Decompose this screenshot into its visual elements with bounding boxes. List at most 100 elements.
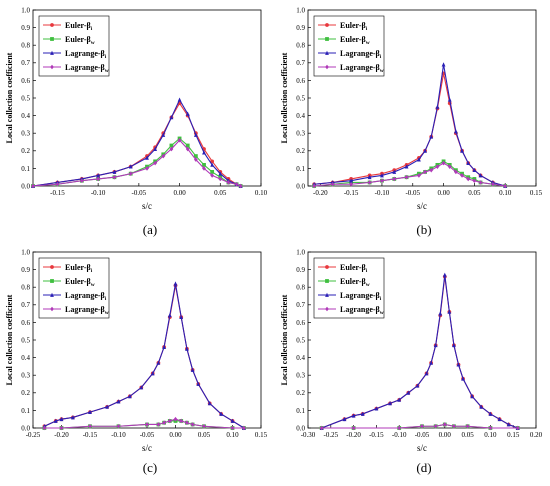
data-point — [210, 170, 215, 174]
data-point — [218, 176, 223, 182]
data-point — [423, 148, 427, 153]
legend-marker — [325, 23, 329, 27]
y-tick-label: 0.1 — [21, 165, 30, 173]
data-point — [447, 309, 452, 314]
x-axis-label: s/c — [417, 443, 427, 453]
y-tick-label: 0.2 — [21, 389, 30, 397]
y-tick-label: 0.6 — [21, 77, 30, 85]
y-tick-label: 0.4 — [21, 354, 30, 362]
data-point — [503, 183, 508, 189]
data-point — [392, 169, 397, 174]
y-tick-label: 0.5 — [296, 336, 305, 344]
legend-marker — [325, 64, 329, 70]
data-point — [404, 174, 409, 180]
legend-marker — [325, 292, 329, 297]
data-point — [230, 425, 235, 431]
data-point — [460, 148, 464, 153]
legend-marker — [50, 306, 54, 312]
data-point — [349, 181, 354, 187]
data-point — [202, 150, 206, 155]
legend-label: Lagrange-βi — [340, 291, 382, 302]
y-tick-label: 0.4 — [296, 112, 305, 120]
data-point — [190, 422, 195, 427]
chart-panel-1: 0.0 0.1 0.2 0.3 0.4 0.5 0.6 0.7 0.8 0.9 1.0 -0.15 -0… — [5, 6, 268, 237]
x-tick-label: -0.15 — [369, 431, 384, 439]
y-tick-label: 0.5 — [21, 336, 30, 344]
data-point — [128, 164, 133, 169]
data-point — [96, 176, 101, 182]
data-point — [226, 180, 231, 185]
x-axis-label: s/c — [417, 201, 427, 211]
data-point — [441, 62, 446, 67]
data-point — [351, 425, 356, 431]
data-point — [185, 420, 189, 426]
data-point — [156, 360, 161, 365]
data-point — [145, 166, 149, 171]
y-tick-label: 0.3 — [296, 130, 305, 138]
data-point — [367, 174, 372, 180]
legend-marker — [325, 306, 329, 312]
data-point — [105, 404, 109, 409]
y-tick-label: 0.5 — [21, 94, 30, 102]
legend-marker — [50, 279, 54, 283]
data-point — [438, 311, 443, 316]
data-point — [442, 422, 447, 427]
data-point — [447, 97, 452, 102]
legend-label: Euler-βi — [65, 263, 93, 274]
data-point — [202, 423, 206, 429]
data-point — [55, 181, 60, 187]
data-point — [145, 422, 149, 427]
x-tick-label: 0.00 — [173, 189, 186, 197]
x-tick-label: 0.00 — [437, 189, 450, 197]
y-tick-label: 0.2 — [296, 389, 305, 397]
y-axis-label: Local collection coefficient — [280, 294, 289, 385]
data-point — [207, 401, 212, 406]
data-point — [234, 181, 239, 187]
data-point — [429, 167, 434, 173]
y-tick-label: 0.5 — [296, 94, 305, 102]
data-point — [472, 167, 477, 173]
y-tick-label: 0.9 — [296, 24, 305, 32]
data-point — [161, 153, 166, 159]
data-point — [497, 416, 502, 422]
y-tick-label: 0.3 — [21, 130, 30, 138]
y-tick-label: 0.8 — [21, 284, 30, 292]
data-point — [442, 272, 447, 277]
data-point — [435, 164, 440, 169]
x-tick-label: 0.05 — [468, 189, 481, 197]
data-point — [185, 146, 190, 152]
x-tick-label: -0.30 — [301, 431, 316, 439]
data-point — [452, 342, 456, 348]
legend-label: Euler-βw — [65, 277, 95, 288]
legend-label: Euler-βw — [65, 35, 95, 46]
data-point — [185, 111, 190, 116]
legend-label: Lagrange-βw — [340, 305, 384, 316]
data-point — [79, 178, 84, 184]
data-point — [185, 143, 190, 148]
legend-label: Lagrange-βw — [65, 305, 109, 316]
y-tick-label: 0.2 — [21, 147, 30, 155]
y-tick-label: 0.1 — [21, 407, 30, 415]
x-tick-label: -0.25 — [324, 431, 339, 439]
data-point — [150, 371, 155, 376]
legend-label: Lagrange-βw — [65, 63, 109, 74]
data-point — [460, 173, 464, 178]
x-tick-label: -0.15 — [50, 189, 65, 197]
data-point — [478, 180, 483, 185]
data-point — [167, 418, 172, 424]
data-point — [330, 181, 335, 187]
data-point — [397, 425, 402, 431]
data-point — [388, 401, 392, 406]
data-point — [128, 171, 133, 176]
data-point — [162, 344, 166, 349]
data-point — [472, 178, 477, 184]
data-point — [242, 425, 246, 431]
data-point — [112, 169, 117, 174]
data-point — [193, 154, 198, 158]
data-point — [167, 313, 172, 318]
data-point — [452, 423, 456, 429]
data-point — [139, 385, 144, 390]
y-tick-label: 0.0 — [21, 424, 30, 432]
data-point — [342, 416, 347, 422]
legend-marker — [50, 64, 54, 70]
